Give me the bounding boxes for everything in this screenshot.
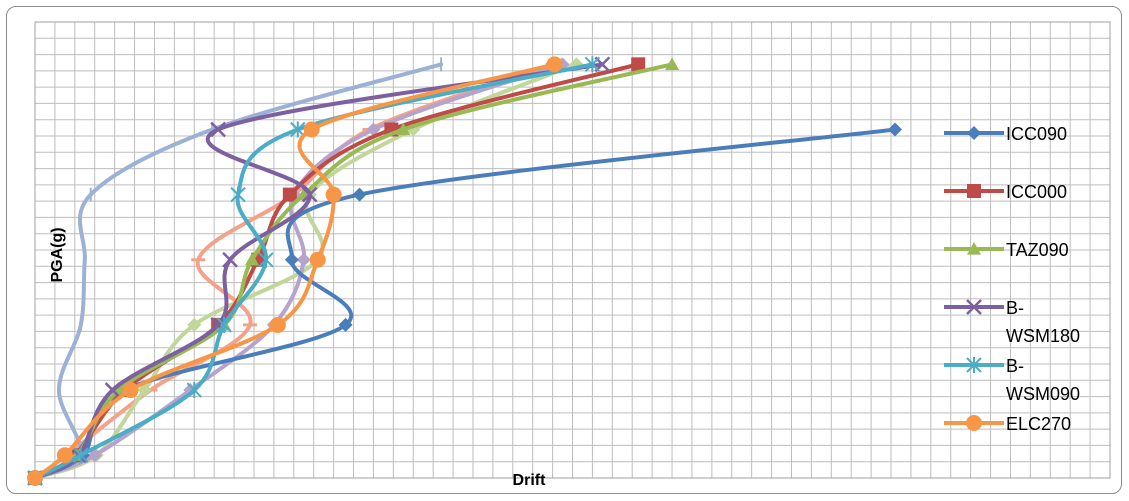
legend-swatch-marker (967, 126, 981, 140)
data-point-marker (230, 186, 246, 203)
data-point-marker (186, 382, 202, 399)
legend-swatch-marker (966, 357, 982, 373)
data-point-marker (631, 57, 646, 72)
legend-item: TAZ090 (944, 240, 1069, 260)
data-point-marker (352, 187, 367, 202)
legend-item: ICC090 (944, 124, 1067, 144)
data-point-marker (338, 317, 353, 332)
data-point-marker (27, 470, 43, 486)
legend-label: ICC000 (1006, 182, 1067, 202)
legend-swatch-marker (967, 184, 981, 198)
legend-swatch-marker (966, 415, 982, 431)
data-point-marker (303, 121, 320, 138)
legend-label: ELC270 (1006, 414, 1071, 434)
data-point-marker (396, 122, 411, 136)
data-point-marker (888, 122, 902, 137)
data-point-marker (210, 121, 227, 138)
plot-gridlines (34, 21, 1111, 479)
data-point-marker (546, 56, 563, 73)
data-point-marker (301, 186, 318, 203)
legend-swatch-marker (966, 299, 982, 315)
data-point-marker (258, 251, 274, 268)
legend-item: ELC270 (944, 414, 1071, 434)
data-point-marker (284, 252, 299, 267)
data-point-marker (216, 316, 232, 333)
series-line (33, 127, 897, 480)
data-point-marker (73, 447, 89, 464)
series-line (33, 62, 557, 480)
data-point-marker (296, 252, 311, 267)
legend-item: ICC000 (944, 182, 1067, 202)
data-point-marker (366, 122, 381, 137)
data-point-marker (187, 317, 202, 332)
data-point-marker (104, 382, 121, 398)
data-point-marker (584, 56, 601, 73)
data-point-marker (244, 252, 259, 266)
legend-label: ICC090 (1006, 124, 1067, 144)
series-icc090 (28, 122, 902, 485)
series-lines (27, 56, 902, 486)
data-point-marker (282, 187, 297, 202)
y-axis-title: PGA(g) (49, 227, 66, 282)
legend: ICC090 ICC000 TAZ090 B-WSM180 B-WSM090 ELC270 (944, 124, 1080, 434)
series-elc270 (27, 56, 563, 486)
legend-label: B-WSM090 (1006, 356, 1080, 404)
legend-item: B-WSM180 (944, 298, 1080, 346)
legend-label: TAZ090 (1006, 240, 1069, 260)
legend-swatch-marker (967, 242, 981, 255)
data-point-marker (122, 382, 139, 399)
data-point-marker (665, 57, 680, 70)
data-point-marker (56, 447, 73, 464)
data-point-marker (309, 251, 326, 268)
x-axis-title: Drift (513, 472, 547, 489)
legend-item: B-WSM090 (944, 356, 1080, 404)
data-point-marker (269, 316, 286, 333)
data-point-marker (222, 251, 238, 268)
plot-area-border (34, 21, 1111, 479)
data-point-marker (325, 186, 342, 203)
legend-label: B-WSM180 (1006, 298, 1080, 346)
